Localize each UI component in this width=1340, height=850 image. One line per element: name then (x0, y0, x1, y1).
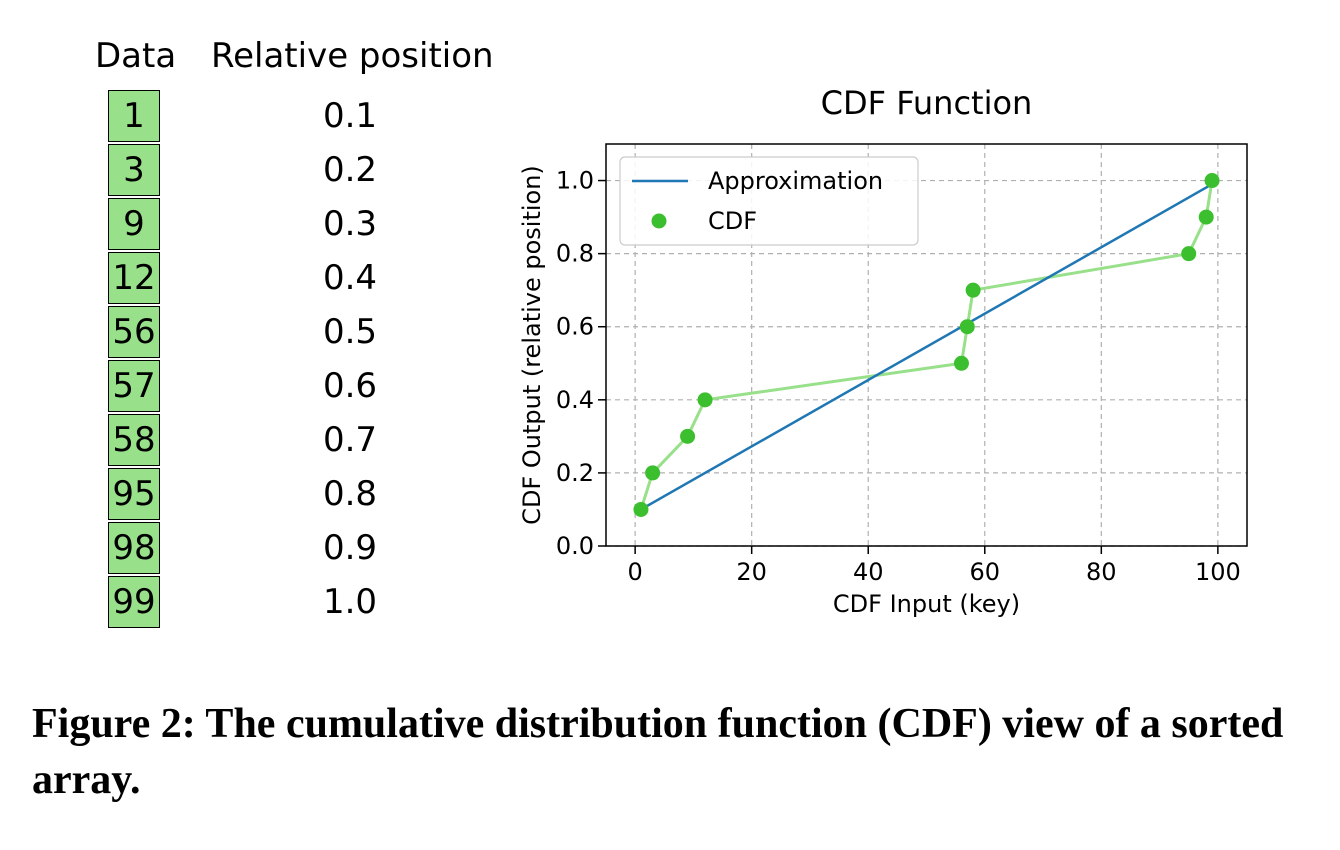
x-tick-label: 20 (736, 558, 767, 586)
x-tick-label: 60 (969, 558, 1000, 586)
relative-position-value: 0.7 (322, 420, 378, 460)
relative-position-value: 0.4 (322, 258, 378, 298)
y-axis-label: CDF Output (relative position) (518, 165, 546, 525)
chart-title: CDF Function (821, 84, 1033, 122)
data-cell: 99 (108, 576, 160, 628)
x-tick-label: 40 (853, 558, 884, 586)
data-cell: 98 (108, 522, 160, 574)
y-tick-label: 0.8 (556, 240, 594, 268)
chart-legend: Approximation CDF (619, 156, 919, 246)
cdf-point (633, 501, 649, 517)
y-tick-label: 0.0 (556, 532, 594, 560)
x-tick-label: 0 (627, 558, 642, 586)
data-cell: 3 (108, 144, 160, 196)
legend-cdf-swatch (651, 213, 667, 229)
data-column-header: Data (95, 36, 177, 76)
legend-box (619, 156, 919, 246)
relative-position-value: 0.1 (322, 96, 378, 136)
cdf-point (1181, 246, 1197, 262)
relative-position-value: 0.6 (322, 366, 378, 406)
data-cell: 12 (108, 252, 160, 304)
relative-position-value: 0.3 (322, 204, 378, 244)
y-tick-label: 1.0 (556, 167, 594, 195)
relative-position-value: 0.9 (322, 528, 378, 568)
legend-approximation-label: Approximation (708, 167, 883, 195)
cdf-point (965, 282, 981, 298)
relative-position-column-header: Relative position (211, 36, 494, 76)
x-tick-label: 80 (1086, 558, 1117, 586)
approximation-line (640, 183, 1213, 511)
data-cell: 9 (108, 198, 160, 250)
y-tick-label: 0.2 (556, 459, 594, 487)
legend-cdf-label: CDF (708, 207, 757, 235)
cdf-series-line (639, 180, 1214, 510)
y-tick-label: 0.4 (556, 386, 594, 414)
y-tick-label: 0.6 (556, 313, 594, 341)
data-cell: 56 (108, 306, 160, 358)
cdf-point (959, 319, 975, 335)
figure-caption: Figure 2: The cumulative distribution fu… (32, 701, 1284, 803)
cdf-point (697, 392, 713, 408)
plot-frame (605, 143, 1248, 547)
cdf-point (645, 465, 661, 481)
relative-position-value: 0.8 (322, 474, 378, 514)
relative-position-value: 0.2 (322, 150, 378, 190)
relative-position-value: 0.5 (322, 312, 378, 352)
cdf-point (680, 428, 696, 444)
data-cell: 57 (108, 360, 160, 412)
x-axis-label: CDF Input (key) (833, 590, 1020, 618)
relative-position-value: 1.0 (322, 582, 378, 622)
data-cell: 95 (108, 468, 160, 520)
data-cell: 1 (108, 90, 160, 142)
cdf-point (1204, 173, 1220, 189)
data-cell: 58 (108, 414, 160, 466)
x-tick-label: 100 (1195, 558, 1241, 586)
cdf-point (1198, 209, 1214, 225)
cdf-point (953, 355, 969, 371)
cdf-chart: 0 20 40 60 80 100 0.0 0.2 0.4 0.6 0.8 1.0 CDF Functi… (518, 84, 1248, 618)
